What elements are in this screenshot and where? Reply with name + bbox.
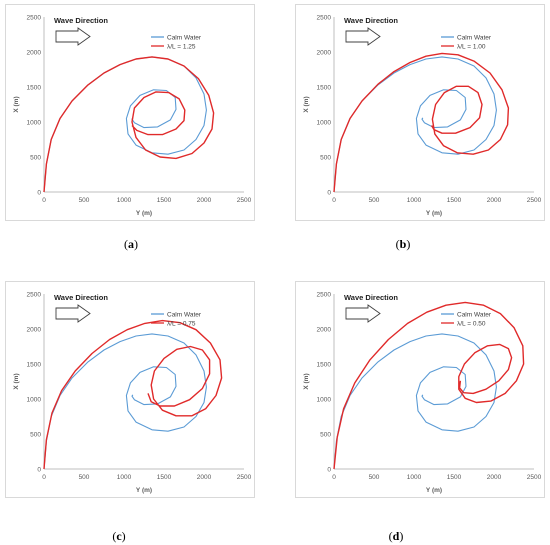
chart-a-x-tick-label: 0 (42, 197, 46, 204)
chart-a-x-tick-label: 2000 (197, 197, 212, 204)
chart-d-y-tick-label: 1000 (317, 396, 332, 403)
chart-d-x-tick-label: 1000 (407, 474, 422, 481)
chart-d-y-tick-label: 2500 (317, 291, 332, 298)
chart-panel-c: 0 500 1000 1500 2000 2500 0 500 1000 1500 2000 2500… (5, 281, 255, 498)
chart-b-x-tick-label: 1000 (407, 197, 422, 204)
chart-c-y-tick-label: 0 (37, 466, 41, 473)
chart-b-legend-label: Calm Water (457, 34, 492, 41)
chart-panel-b: 0 500 1000 1500 2000 2500 0 500 1000 1500 2000 2500… (295, 4, 545, 221)
chart-b-y-tick-label: 500 (320, 154, 331, 161)
chart-a-x-tick-label: 1500 (157, 197, 172, 204)
chart-a-y-tick-label: 0 (37, 189, 41, 196)
chart-b-x-tick-label: 500 (369, 197, 380, 204)
chart-a-legend-label: Calm Water (167, 34, 202, 41)
chart-a-y-tick-label: 2000 (27, 49, 42, 56)
chart-c-x-tick-label: 2000 (197, 474, 212, 481)
caption-letter-c: c (116, 529, 122, 543)
chart-b-y-tick-label: 1000 (317, 119, 332, 126)
chart-d-y-tick-label: 0 (327, 466, 331, 473)
chart-svg-b: 0 500 1000 1500 2000 2500 0 500 1000 1500 2000 2500… (303, 14, 542, 217)
chart-c-series-line-wave (43, 319, 223, 470)
chart-b-x-tick-label: 2500 (527, 197, 542, 204)
chart-b-wave-direction-arrow-icon (345, 27, 381, 46)
chart-b-wave-direction-label: Wave Direction (344, 16, 398, 25)
chart-a-y-tick-label: 1000 (27, 119, 42, 126)
chart-a-wave-direction-label: Wave Direction (54, 16, 108, 25)
chart-c-x-tick-label: 1000 (117, 474, 132, 481)
chart-a-series-line-calm-water (43, 56, 207, 193)
chart-c-x-tick-label: 0 (42, 474, 46, 481)
chart-a-x-tick-label: 1000 (117, 197, 132, 204)
chart-b-x-axis-label: Y (m) (426, 210, 442, 217)
chart-c-y-tick-label: 2500 (27, 291, 42, 298)
chart-a-legend-label: λ/L = 1.25 (167, 43, 196, 50)
caption-c: (c) (112, 529, 126, 543)
chart-d-x-tick-label: 500 (369, 474, 380, 481)
chart-d-y-axis-label: X (m) (303, 373, 310, 389)
chart-c-y-tick-label: 1000 (27, 396, 42, 403)
chart-a-wave-direction-arrow-icon (55, 27, 91, 46)
chart-c-series-line-calm-water (43, 333, 207, 470)
chart-c-y-tick-label: 2000 (27, 326, 42, 333)
chart-b-x-tick-label: 2000 (487, 197, 502, 204)
chart-a-y-axis-label: X (m) (13, 96, 20, 112)
chart-c-legend-label: λ/L = 0.75 (167, 320, 196, 327)
chart-c-x-tick-label: 500 (79, 474, 90, 481)
chart-c-y-axis-label: X (m) (13, 373, 20, 389)
chart-d-x-axis-label: Y (m) (426, 487, 442, 494)
caption-b: (b) (395, 237, 411, 251)
chart-a-series-line-wave (43, 56, 215, 193)
chart-c-x-tick-label: 2500 (237, 474, 252, 481)
chart-d-y-tick-label: 1500 (317, 361, 332, 368)
chart-a-x-tick-label: 2500 (237, 197, 252, 204)
chart-d-x-tick-label: 2000 (487, 474, 502, 481)
chart-d-x-tick-label: 0 (332, 474, 336, 481)
chart-b-y-axis-label: X (m) (303, 96, 310, 112)
chart-b-x-tick-label: 0 (332, 197, 336, 204)
chart-c-wave-direction-label: Wave Direction (54, 293, 108, 302)
chart-c-x-axis-label: Y (m) (136, 487, 152, 494)
chart-c-wave-direction-arrow-icon (55, 304, 91, 323)
chart-panel-d: 0 500 1000 1500 2000 2500 0 500 1000 1500 2000 2500… (295, 281, 545, 498)
chart-b-x-tick-label: 1500 (447, 197, 462, 204)
caption-a: (a) (124, 237, 138, 251)
caption-letter-d: d (392, 529, 400, 543)
chart-b-series-line-calm-water (333, 56, 497, 193)
chart-d-wave-direction-label: Wave Direction (344, 293, 398, 302)
chart-b-y-tick-label: 1500 (317, 84, 332, 91)
chart-c-y-tick-label: 500 (30, 431, 41, 438)
chart-panel-a: 0 500 1000 1500 2000 2500 0 500 1000 1500 2000 2500… (5, 4, 255, 221)
chart-svg-d: 0 500 1000 1500 2000 2500 0 500 1000 1500 2000 2500… (303, 291, 542, 494)
chart-c-x-tick-label: 1500 (157, 474, 172, 481)
chart-b-y-tick-label: 0 (327, 189, 331, 196)
caption-letter-b: b (399, 237, 407, 251)
chart-d-x-tick-label: 1500 (447, 474, 462, 481)
chart-b-legend-label: λ/L = 1.00 (457, 43, 486, 50)
chart-a-x-axis-label: Y (m) (136, 210, 152, 217)
chart-a-y-tick-label: 500 (30, 154, 41, 161)
chart-a-x-tick-label: 500 (79, 197, 90, 204)
chart-b-series-line-wave (333, 52, 510, 193)
chart-c-y-tick-label: 1500 (27, 361, 42, 368)
chart-d-legend-label: λ/L = 0.50 (457, 320, 486, 327)
chart-d-y-tick-label: 2000 (317, 326, 332, 333)
chart-svg-c: 0 500 1000 1500 2000 2500 0 500 1000 1500 2000 2500… (13, 291, 252, 494)
chart-d-series-line-calm-water (333, 333, 497, 470)
chart-b-y-tick-label: 2000 (317, 49, 332, 56)
caption-d: (d) (388, 529, 404, 543)
chart-a-y-tick-label: 2500 (27, 14, 42, 21)
chart-a-y-tick-label: 1500 (27, 84, 42, 91)
chart-svg-a: 0 500 1000 1500 2000 2500 0 500 1000 1500 2000 2500… (13, 14, 252, 217)
chart-c-legend-label: Calm Water (167, 311, 202, 318)
chart-d-x-tick-label: 2500 (527, 474, 542, 481)
caption-letter-a: a (128, 237, 134, 251)
chart-b-y-tick-label: 2500 (317, 14, 332, 21)
chart-d-legend-label: Calm Water (457, 311, 492, 318)
chart-d-series-line-wave (333, 301, 525, 470)
chart-d-y-tick-label: 500 (320, 431, 331, 438)
chart-d-wave-direction-arrow-icon (345, 304, 381, 323)
